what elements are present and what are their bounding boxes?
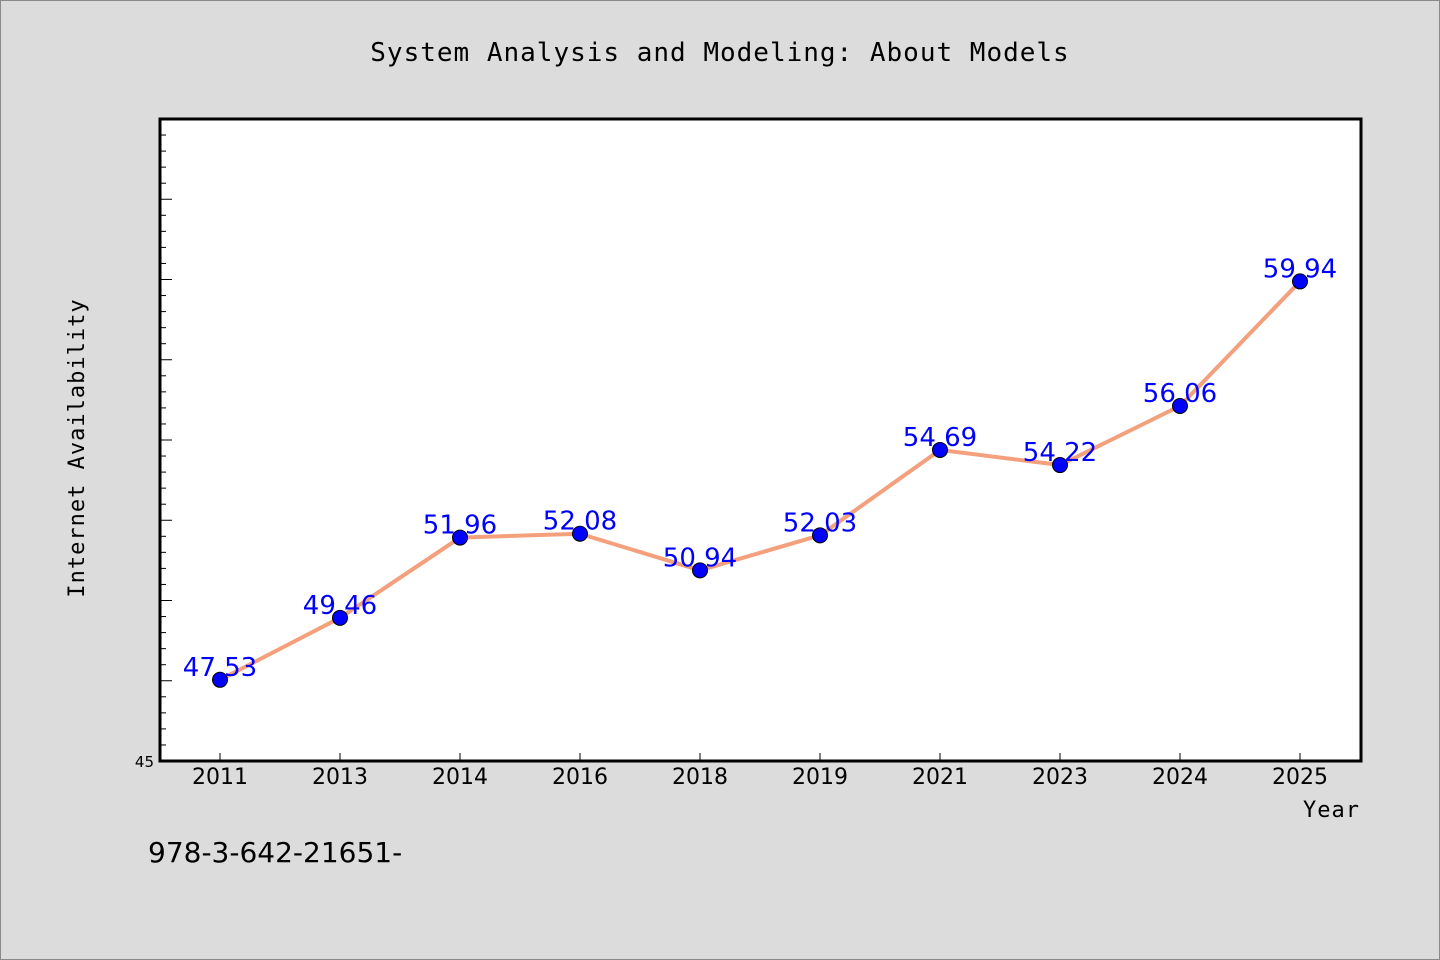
data-label: 54.69 <box>903 423 977 453</box>
x-axis-ticks: 2011 2013 2014 2016 2018 2019 2021 2023 2024 2025 <box>192 753 1328 790</box>
series-group: 47.53 49.46 51.96 52.08 50.94 52.03 54.69 54.22… <box>183 254 1337 688</box>
data-label: 59.94 <box>1263 254 1337 284</box>
y-axis-label: Internet Availability <box>65 298 90 597</box>
data-point <box>692 562 708 579</box>
x-tick-label: 2025 <box>1272 765 1328 790</box>
footnote: 978-3-642-21651- <box>148 836 402 869</box>
x-tick-label: 2013 <box>312 765 368 790</box>
data-label: 50.94 <box>663 543 737 573</box>
x-tick-label: 2016 <box>552 765 608 790</box>
data-label: 52.08 <box>543 507 617 537</box>
x-tick-label: 2023 <box>1032 765 1088 790</box>
x-tick-label: 2019 <box>792 765 848 790</box>
x-tick-label: 2018 <box>672 765 728 790</box>
x-axis-label: Year <box>1303 798 1360 823</box>
x-tick-label: 2014 <box>432 765 488 790</box>
y-axis-ticks: 45 <box>135 134 172 771</box>
x-tick-label: 2024 <box>1152 765 1208 790</box>
chart-title: System Analysis and Modeling: About Mode… <box>370 38 1069 68</box>
data-label: 52.03 <box>783 508 857 538</box>
data-point <box>812 527 828 544</box>
x-tick-label: 2021 <box>912 765 968 790</box>
series-line <box>218 279 1302 682</box>
data-point <box>1172 397 1188 414</box>
data-point <box>1292 273 1308 290</box>
data-point <box>332 609 348 626</box>
data-label: 47.53 <box>183 653 257 683</box>
data-label: 56.06 <box>1143 379 1217 409</box>
data-point <box>572 525 588 542</box>
x-tick-label: 2011 <box>192 765 248 790</box>
data-point <box>1052 457 1068 474</box>
y-tick-label: 45 <box>135 753 154 771</box>
data-point <box>932 441 948 458</box>
data-point <box>452 529 468 546</box>
data-label: 54.22 <box>1023 438 1097 468</box>
plot-area <box>158 117 1363 763</box>
data-point <box>212 671 228 688</box>
data-label: 51.96 <box>423 511 497 541</box>
data-label: 49.46 <box>303 591 377 621</box>
